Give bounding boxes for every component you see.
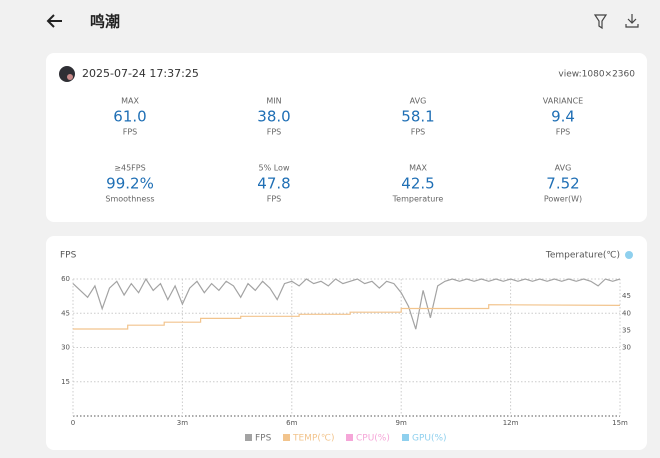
y-tick-label: 45 [61,309,70,317]
stat-value: 58.1 [401,108,434,126]
x-tick-label: 15m [612,419,628,427]
legend-label: TEMP(℃) [292,434,335,444]
session-datetime: 2025-07-24 17:37:25 [82,67,199,80]
chart: 0 3m 6m 9m 12m 15m 15 30 45 60 30 35 40 45 FPS TEMP(℃) C… [61,275,631,444]
stat-value: 9.4 [551,108,575,126]
y2-axis-label: Temperature(℃) [545,251,620,261]
stat-value: 47.8 [257,175,290,193]
stat-value: 38.0 [257,108,290,126]
stat-unit: FPS [123,128,138,137]
stat-label: ≥45FPS [114,164,145,173]
avatar-detail [67,74,73,80]
x-tick-label: 9m [396,419,407,427]
y2-tick-label: 45 [622,292,631,300]
session-view: view:1080×2360 [558,70,635,80]
stat-label: MAX [409,164,427,173]
x-tick-label: 3m [177,419,188,427]
page-title: 鸣潮 [90,13,120,31]
stats-grid: MAX 61.0 FPS MIN 38.0 FPS AVG 58.1 FPS VARIANCE 9.… [105,97,583,204]
stat-label: AVG [555,164,572,173]
stat-value: 42.5 [401,175,434,193]
x-tick-label: 12m [503,419,519,427]
stat-label: AVG [410,97,427,106]
legend-label: GPU(%) [412,434,447,444]
series-line [72,277,621,330]
avatar [59,66,75,82]
legend-swatch [283,434,290,441]
legend-swatch [346,434,353,441]
filter-button[interactable] [593,14,608,30]
x-tick-label: 6m [286,419,297,427]
legend-swatch [402,434,409,441]
y2-tick-label: 30 [622,344,631,352]
y-tick-label: 60 [61,275,70,283]
legend-label: CPU(%) [356,434,390,444]
legend-swatch [245,434,252,441]
stat-unit: Smoothness [105,195,154,204]
back-button[interactable] [46,14,62,28]
y2-tick-label: 40 [622,309,631,317]
stat-unit: Power(W) [544,195,582,204]
stat-unit: FPS [267,195,282,204]
y-axis-label: FPS [60,251,77,261]
stat-value: 61.0 [113,108,146,126]
legend-label: FPS [255,434,272,444]
stat-value: 7.52 [546,175,579,193]
stat-unit: FPS [411,128,426,137]
info-icon[interactable] [625,251,633,259]
stat-value: 99.2% [106,175,154,193]
chart-card [46,236,647,450]
x-tick-label: 0 [71,419,75,427]
y-tick-label: 15 [61,378,70,386]
download-button[interactable] [625,14,639,28]
stat-unit: Temperature [392,195,444,204]
stat-unit: FPS [267,128,282,137]
series-line [73,304,621,330]
summary-card [46,53,647,222]
stat-label: 5% Low [259,164,290,173]
stat-label: VARIANCE [543,97,583,106]
stat-unit: FPS [556,128,571,137]
stat-label: MAX [121,97,139,106]
stat-label: MIN [266,97,281,106]
y-tick-label: 30 [61,344,70,352]
y2-tick-label: 35 [622,326,631,334]
